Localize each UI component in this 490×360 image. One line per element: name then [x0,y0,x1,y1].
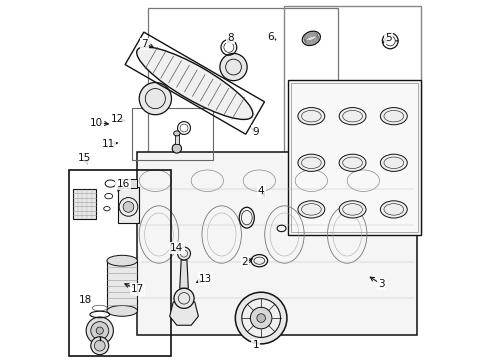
Bar [120,179,137,188]
Ellipse shape [380,154,407,171]
Circle shape [220,53,247,81]
Circle shape [257,314,266,322]
Text: 8: 8 [227,33,234,43]
Circle shape [123,202,134,212]
Ellipse shape [173,131,180,136]
Circle shape [174,288,194,309]
Ellipse shape [298,108,325,125]
Bar [73,189,96,220]
Text: 18: 18 [79,295,92,305]
Bar [132,108,213,159]
Ellipse shape [339,154,366,171]
Ellipse shape [339,108,366,125]
Bar [118,187,139,223]
Bar [291,83,418,231]
Text: 13: 13 [199,274,212,284]
Text: 6: 6 [267,32,273,41]
Text: 11: 11 [102,139,115,149]
Ellipse shape [380,108,407,125]
Circle shape [235,292,287,344]
Circle shape [91,321,109,339]
Circle shape [86,317,113,344]
Ellipse shape [380,201,407,218]
Circle shape [95,340,105,351]
Circle shape [172,144,181,153]
Text: 12: 12 [111,114,124,124]
Circle shape [91,337,109,355]
Text: 7: 7 [141,39,148,49]
Text: 2: 2 [242,257,248,267]
Text: 17: 17 [131,284,144,294]
Text: 3: 3 [378,279,385,289]
Circle shape [139,82,172,115]
Ellipse shape [107,306,137,316]
Ellipse shape [298,201,325,218]
Bar [107,261,137,311]
Circle shape [250,307,272,329]
Ellipse shape [302,31,320,45]
Text: 14: 14 [170,243,183,253]
Bar [285,6,421,232]
Circle shape [96,327,103,334]
Ellipse shape [298,154,325,171]
Text: 4: 4 [258,186,265,196]
Ellipse shape [137,47,253,120]
Text: 1: 1 [252,340,259,350]
Ellipse shape [339,201,366,218]
Bar [288,80,421,234]
Circle shape [242,299,280,337]
Text: 10: 10 [90,118,103,128]
Bar [148,8,338,167]
Text: 15: 15 [78,153,91,163]
Text: 5: 5 [385,33,392,43]
Bar [69,170,171,356]
Ellipse shape [107,255,137,266]
Text: 16: 16 [117,179,130,189]
Bar [137,152,417,335]
Bar [175,134,179,144]
Polygon shape [180,260,188,288]
Text: 9: 9 [252,127,259,136]
Circle shape [177,247,191,260]
Polygon shape [170,302,198,325]
